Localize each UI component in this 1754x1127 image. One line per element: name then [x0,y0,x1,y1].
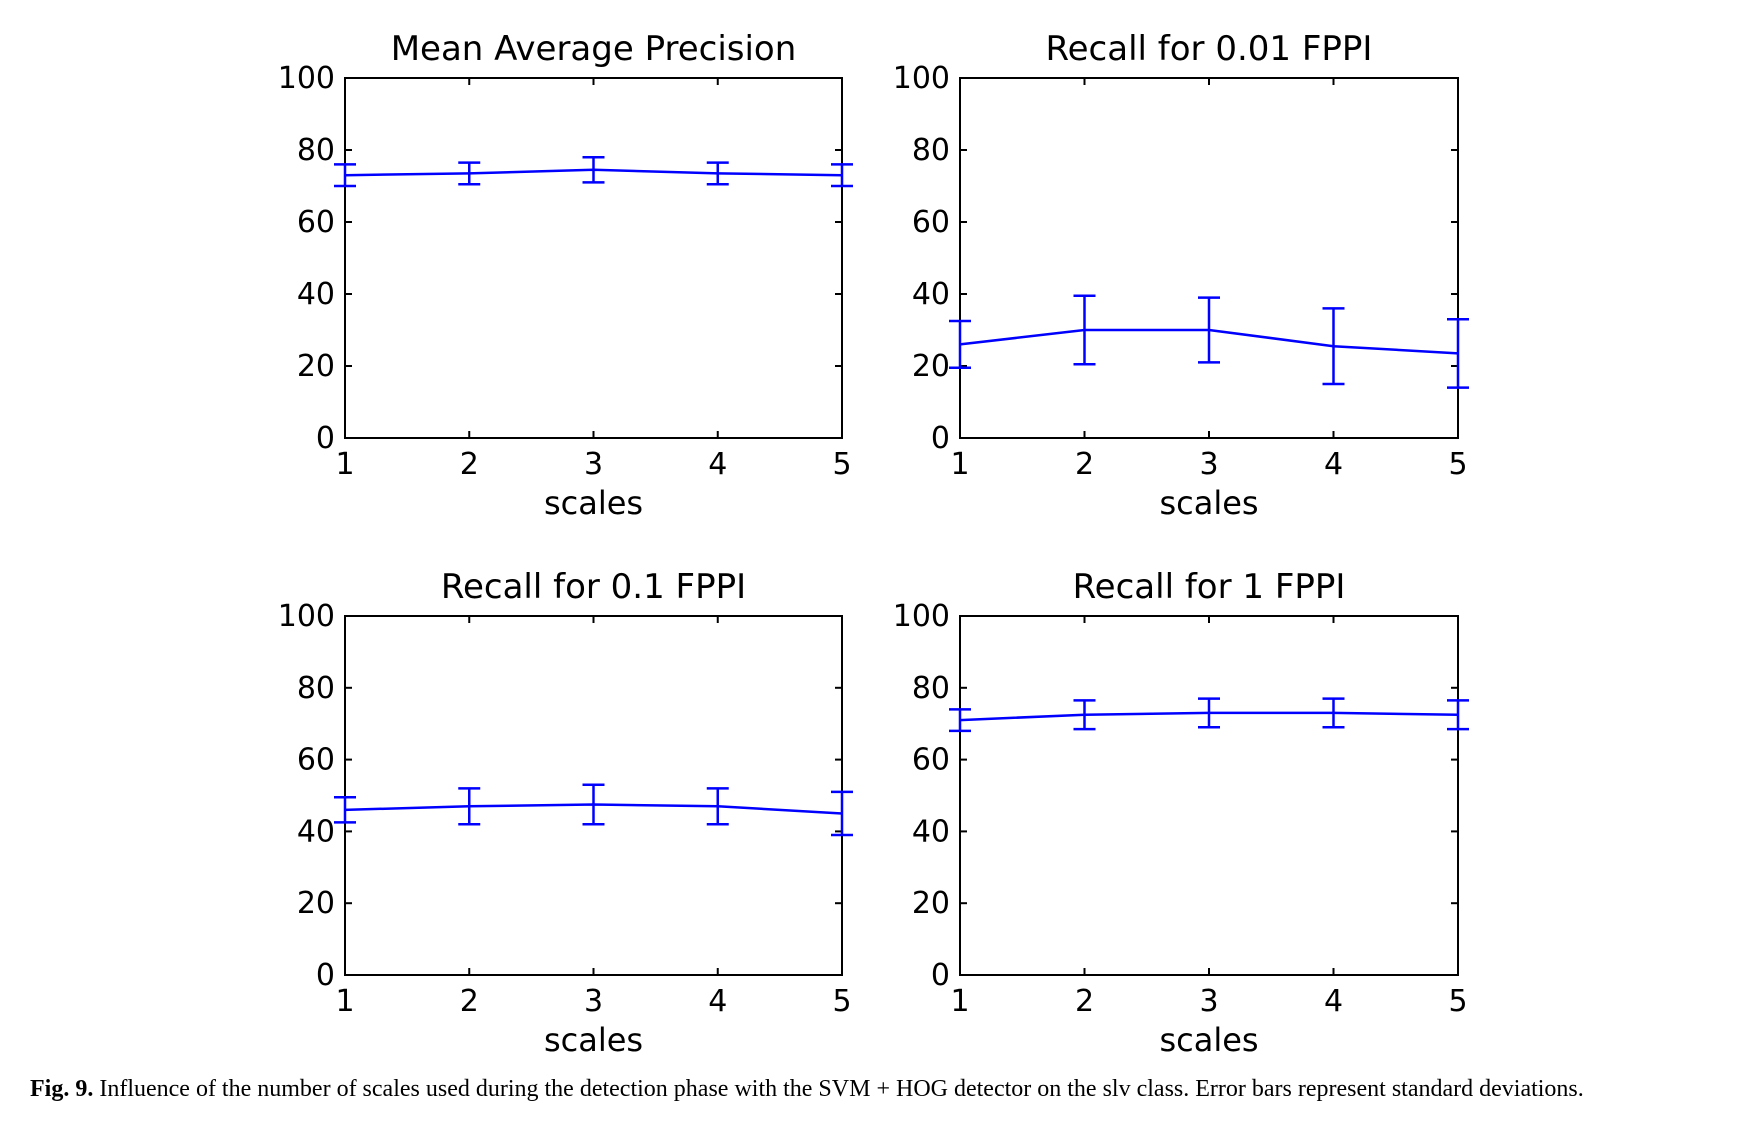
y-tick-label: 100 [893,599,950,634]
x-tick-label: 5 [1448,447,1467,482]
panel-mean-average-precision: Mean Average Precision 0 20 40 60 80 100 1 2 3 4 5 s… [278,29,853,522]
y-tick-label: 60 [297,743,335,778]
caption-text: Influence of the number of scales used d… [99,1076,1584,1102]
y-tick-label: 20 [297,349,335,384]
x-tick-label: 4 [708,447,727,482]
y-tick-label: 20 [297,886,335,921]
x-axis-label: scales [544,1021,643,1059]
chart-title: Mean Average Precision [391,29,797,69]
caption-label: Fig. 9. [30,1076,94,1102]
x-tick-label: 5 [832,447,851,482]
y-tick-label: 0 [316,421,335,456]
x-tick-label: 5 [832,984,851,1019]
y-tick-label: 40 [912,814,950,849]
x-axis-label: scales [544,484,643,522]
y-tick-label: 40 [912,277,950,312]
x-tick-label: 2 [1075,984,1094,1019]
panel-recall-0-1-fppi: Recall for 0.1 FPPI 0 20 40 60 80 100 1 2 3 4 5 scal… [278,567,853,1059]
y-tick-label: 80 [297,133,335,168]
x-tick-label: 4 [1324,447,1343,482]
x-tick-label: 3 [1199,447,1218,482]
x-tick-label: 5 [1448,984,1467,1019]
x-tick-label: 1 [335,984,354,1019]
y-tick-label: 80 [297,671,335,706]
y-tick-label: 20 [912,886,950,921]
panel-recall-0-01-fppi: Recall for 0.01 FPPI 0 20 40 60 80 100 1 2 3 4 5 sca… [893,29,1469,522]
x-tick-label: 2 [1075,447,1094,482]
x-tick-label: 1 [950,447,969,482]
y-tick-label: 0 [316,958,335,993]
y-tick-label: 80 [912,133,950,168]
chart-title: Recall for 1 FPPI [1073,567,1346,607]
y-tick-label: 60 [912,743,950,778]
x-tick-label: 3 [584,984,603,1019]
x-tick-label: 4 [708,984,727,1019]
x-tick-label: 3 [1199,984,1218,1019]
y-tick-label: 0 [931,958,950,993]
x-axis-label: scales [1159,1021,1258,1059]
y-tick-label: 20 [912,349,950,384]
x-tick-label: 1 [335,447,354,482]
plot-frame [959,77,1459,439]
chart-title: Recall for 0.1 FPPI [441,567,746,607]
x-tick-label: 3 [584,447,603,482]
plot-frame [959,615,1459,976]
x-tick-label: 4 [1324,984,1343,1019]
y-tick-label: 100 [278,61,335,96]
y-tick-label: 0 [931,421,950,456]
y-tick-label: 60 [912,205,950,240]
x-tick-label: 1 [950,984,969,1019]
figure-caption: Fig. 9. Influence of the number of scale… [30,1076,1730,1103]
x-tick-label: 2 [460,447,479,482]
y-tick-label: 100 [893,61,950,96]
y-tick-label: 40 [297,277,335,312]
x-axis-label: scales [1159,484,1258,522]
panel-recall-1-fppi: Recall for 1 FPPI 0 20 40 60 80 100 1 2 3 4 5 scales [893,567,1469,1059]
y-tick-label: 100 [278,599,335,634]
y-tick-label: 60 [297,205,335,240]
y-tick-label: 80 [912,671,950,706]
plot-frame [344,77,843,439]
x-tick-label: 2 [460,984,479,1019]
y-tick-label: 40 [297,814,335,849]
chart-title: Recall for 0.01 FPPI [1046,29,1373,69]
